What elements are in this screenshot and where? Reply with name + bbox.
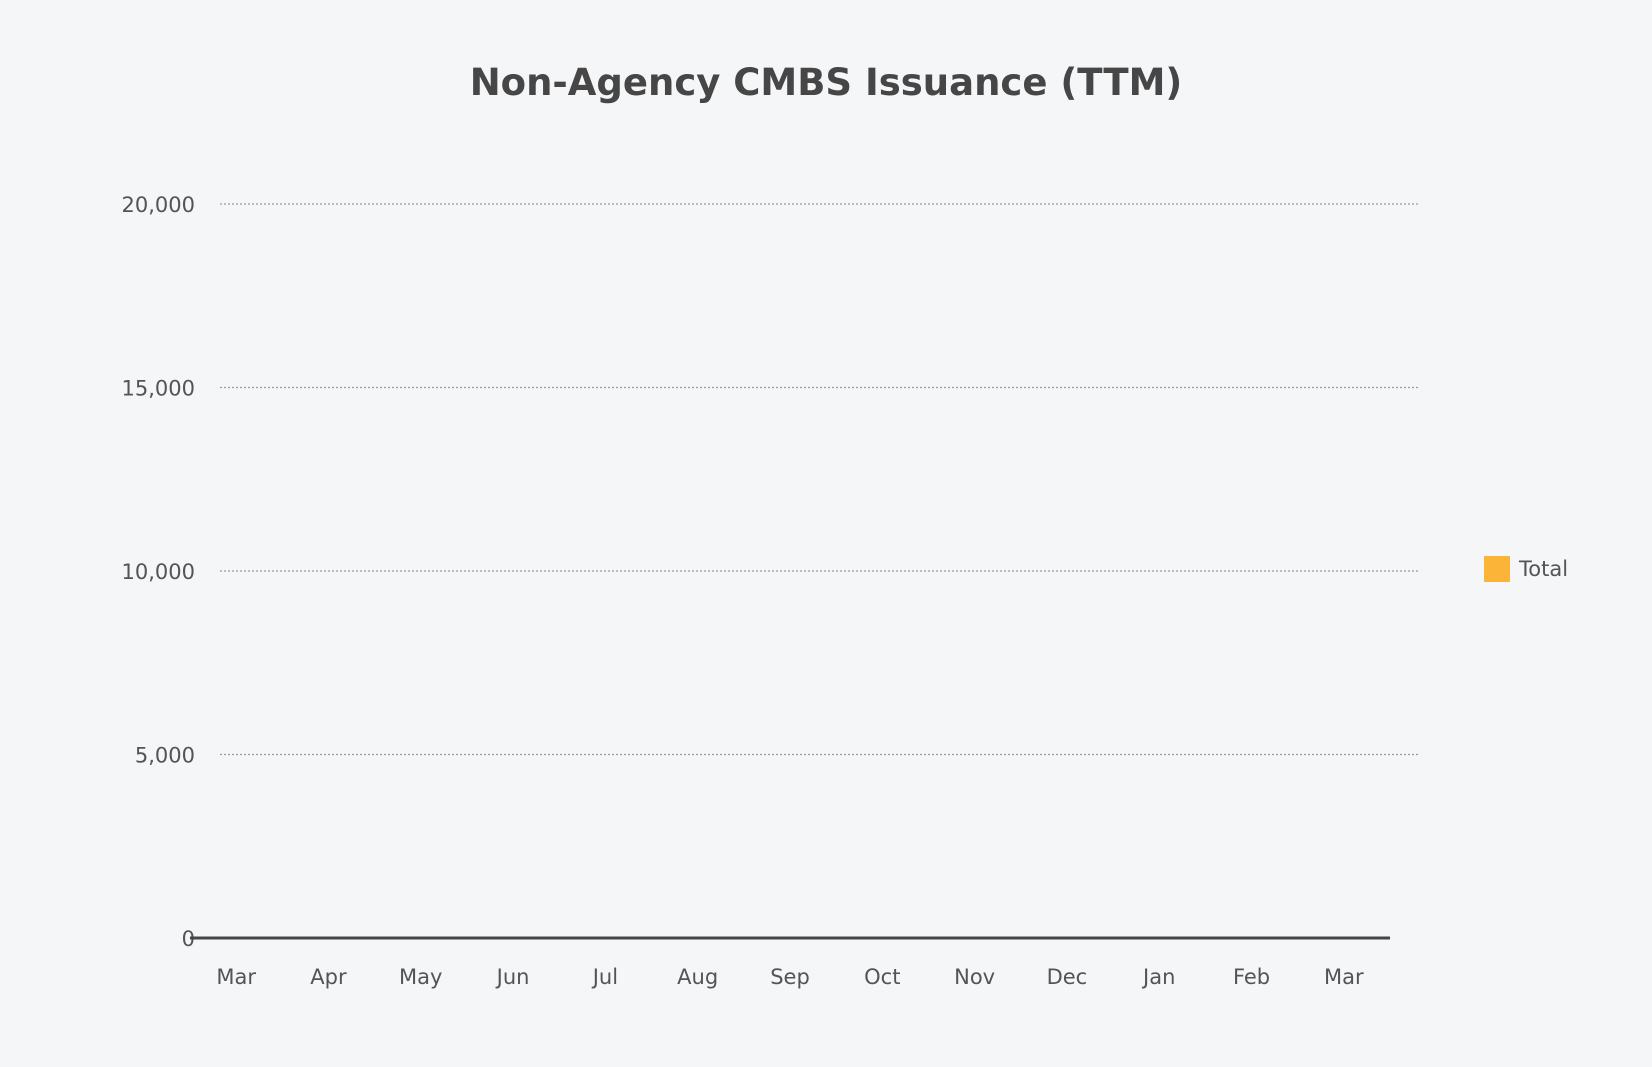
x-tick-label: Dec (1047, 965, 1088, 989)
x-tick-label: Sep (770, 965, 810, 989)
x-tick-label: Jul (591, 965, 618, 989)
y-tick-label: 0 (182, 927, 195, 951)
grid-lines (220, 203, 1420, 756)
y-axis-ticks: 0 5,000 10,000 15,000 20,000 (122, 193, 195, 951)
x-tick-label: Apr (310, 965, 347, 989)
x-tick-label: Nov (954, 965, 995, 989)
legend: Total (1484, 556, 1568, 582)
y-tick-label: 15,000 (122, 377, 195, 401)
legend-label-total[interactable]: Total (1518, 557, 1568, 581)
x-tick-label: Mar (216, 965, 256, 989)
x-tick-label: Aug (677, 965, 718, 989)
x-tick-label: May (399, 965, 442, 989)
x-tick-label: Feb (1233, 965, 1270, 989)
y-tick-label: 10,000 (122, 560, 195, 584)
x-tick-label: Jan (1141, 965, 1175, 989)
y-tick-label: 5,000 (135, 744, 195, 768)
x-tick-label: Oct (864, 965, 900, 989)
chart-title: Non-Agency CMBS Issuance (TTM) (470, 61, 1183, 104)
x-tick-label: Mar (1324, 965, 1364, 989)
x-axis-ticks: Mar Apr May Jun Jul Aug Sep Oct Nov Dec Jan Feb Mar (216, 965, 1364, 989)
x-tick-label: Jun (495, 965, 530, 989)
y-tick-label: 20,000 (122, 193, 195, 217)
legend-swatch-total[interactable] (1484, 556, 1510, 582)
